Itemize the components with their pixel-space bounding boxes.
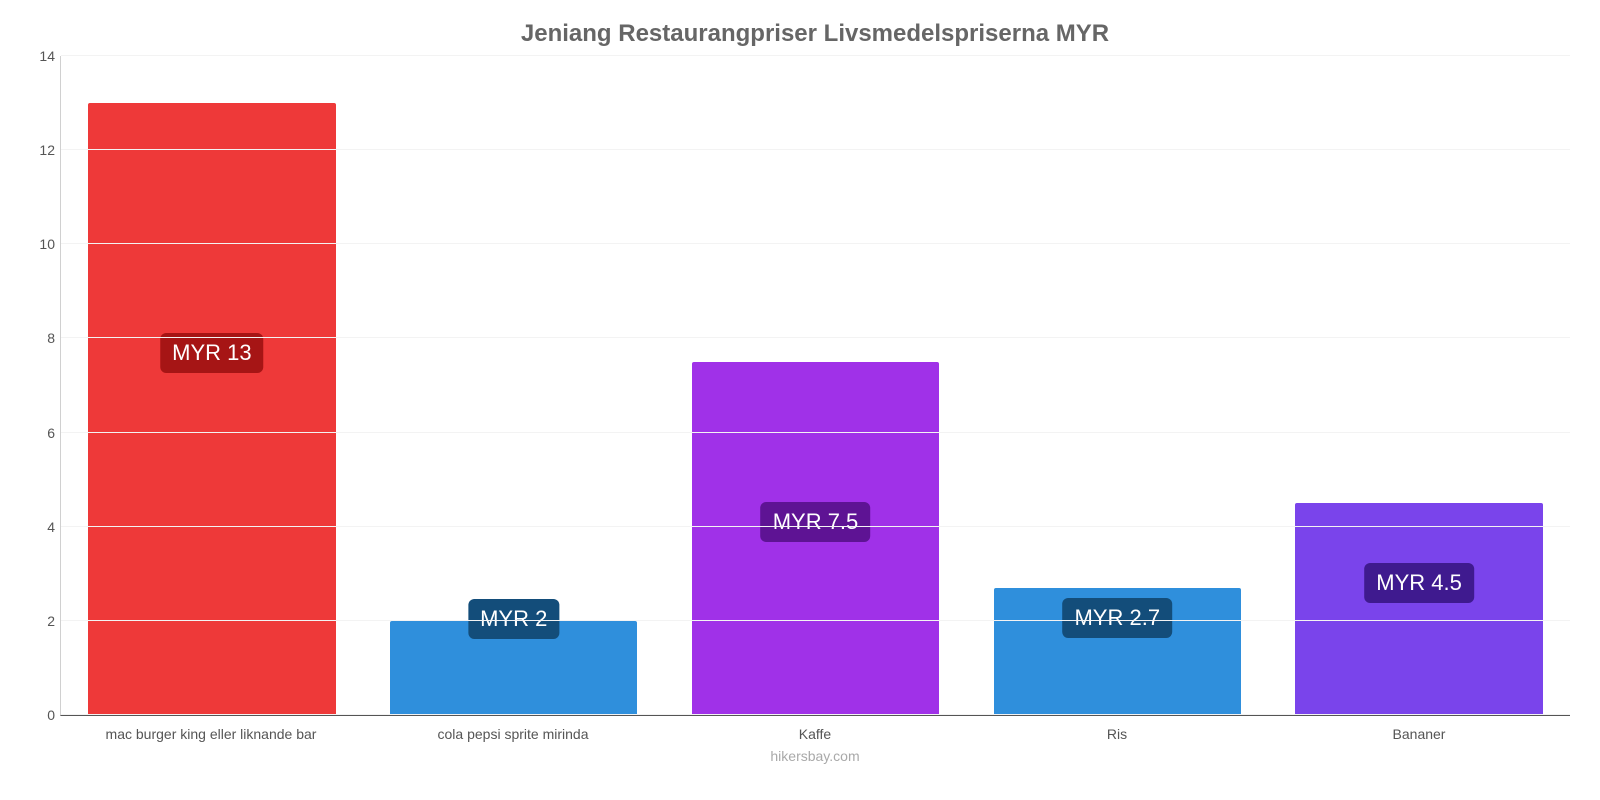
- bar-slot: MYR 2: [363, 56, 665, 715]
- y-tick-label: 14: [21, 48, 55, 64]
- y-tick-label: 6: [21, 425, 55, 441]
- chart-container: Jeniang Restaurangpriser Livsmedelsprise…: [0, 0, 1600, 800]
- y-tick-label: 10: [21, 236, 55, 252]
- value-badge: MYR 7.5: [761, 502, 871, 542]
- grid-line: [61, 337, 1570, 338]
- bar-slot: MYR 13: [61, 56, 363, 715]
- plot-area: MYR 13MYR 2MYR 7.5MYR 2.7MYR 4.5 0246810…: [60, 56, 1570, 716]
- x-axis-labels: mac burger king eller liknande barcola p…: [60, 726, 1570, 742]
- y-tick-label: 2: [21, 613, 55, 629]
- x-axis-label: Kaffe: [664, 726, 966, 742]
- x-axis-label: cola pepsi sprite mirinda: [362, 726, 664, 742]
- bar: MYR 4.5: [1295, 503, 1542, 715]
- value-badge: MYR 2.7: [1062, 598, 1172, 638]
- y-tick-label: 8: [21, 330, 55, 346]
- chart-title: Jeniang Restaurangpriser Livsmedelsprise…: [60, 20, 1570, 48]
- bar-slot: MYR 4.5: [1268, 56, 1570, 715]
- grid-line: [61, 55, 1570, 56]
- value-badge: MYR 13: [160, 333, 263, 373]
- y-tick-label: 12: [21, 142, 55, 158]
- grid-line: [61, 432, 1570, 433]
- grid-line: [61, 714, 1570, 715]
- bar-slot: MYR 7.5: [665, 56, 967, 715]
- x-axis-label: Bananer: [1268, 726, 1570, 742]
- grid-line: [61, 620, 1570, 621]
- chart-footer: hikersbay.com: [60, 748, 1570, 764]
- x-axis-label: Ris: [966, 726, 1268, 742]
- bar: MYR 2.7: [994, 588, 1241, 715]
- bar: MYR 7.5: [692, 362, 939, 715]
- y-tick-label: 4: [21, 519, 55, 535]
- bar: MYR 2: [390, 621, 637, 715]
- x-axis-label: mac burger king eller liknande bar: [60, 726, 362, 742]
- bars-row: MYR 13 MYR 2 MYR 7.5 MYR 2.7 MYR 4.5: [61, 56, 1570, 715]
- grid-line: [61, 526, 1570, 527]
- grid-line: [61, 149, 1570, 150]
- bar-slot: MYR 2.7: [966, 56, 1268, 715]
- value-badge: MYR 4.5: [1364, 563, 1474, 603]
- y-tick-label: 0: [21, 707, 55, 723]
- bar: MYR 13: [88, 103, 335, 715]
- grid-line: [61, 243, 1570, 244]
- value-badge: MYR 2: [468, 599, 559, 639]
